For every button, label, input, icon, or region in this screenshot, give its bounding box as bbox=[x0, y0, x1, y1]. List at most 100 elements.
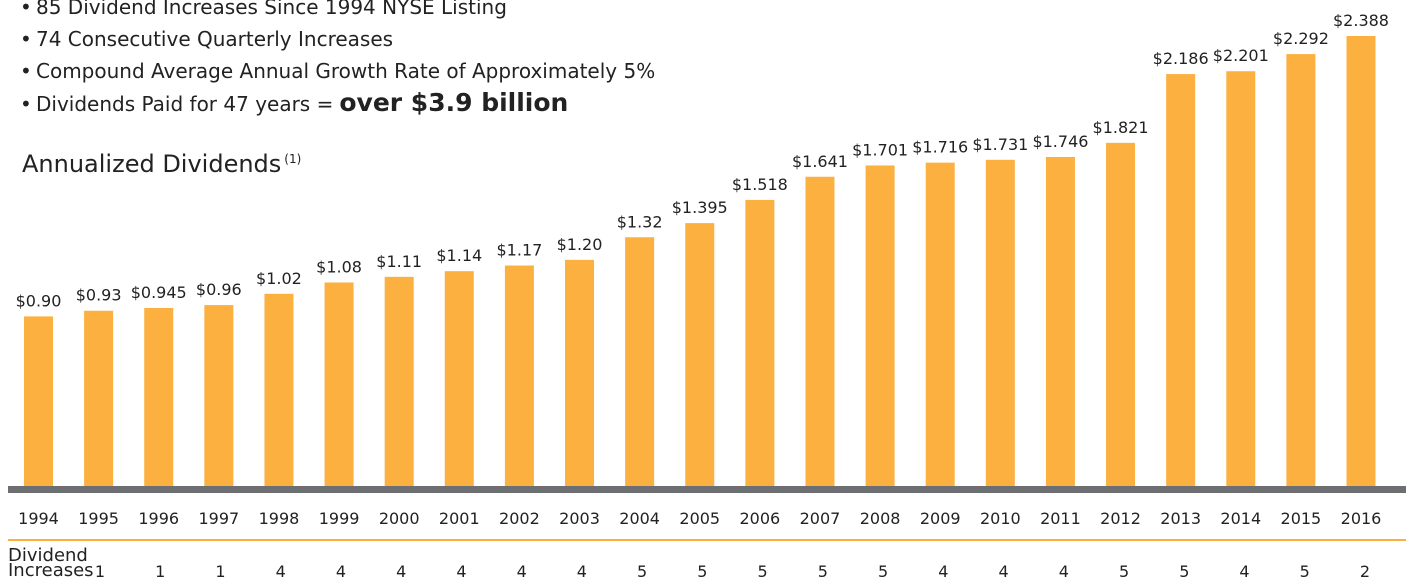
highlight-emphasis: over $3.9 billion bbox=[339, 88, 569, 117]
bar-2013 bbox=[1166, 74, 1196, 487]
bar-2016 bbox=[1346, 36, 1376, 486]
increase-count: 4 bbox=[1059, 562, 1069, 581]
value-label-2000: $1.11 bbox=[376, 252, 422, 271]
value-label-2015: $2.292 bbox=[1273, 29, 1329, 48]
value-label-1996: $0.945 bbox=[131, 283, 187, 302]
value-label-2003: $1.20 bbox=[557, 235, 603, 254]
increase-count: 4 bbox=[577, 562, 587, 581]
x-tick-label-2000: 2000 bbox=[379, 509, 420, 528]
highlight-text: 85 Dividend Increases Since 1994 NYSE Li… bbox=[36, 0, 507, 19]
increases-header-line1: Dividend bbox=[8, 545, 88, 566]
value-label-1995: $0.93 bbox=[76, 286, 122, 305]
value-label-1999: $1.08 bbox=[316, 257, 362, 276]
highlight-text: Compound Average Annual Growth Rate of A… bbox=[36, 59, 656, 83]
increase-count: 4 bbox=[276, 562, 286, 581]
value-label-2005: $1.395 bbox=[672, 198, 728, 217]
chart-title-footnote: (1) bbox=[284, 152, 302, 166]
value-label-2008: $1.701 bbox=[852, 140, 908, 159]
bar-2009 bbox=[925, 162, 955, 486]
bar-2000 bbox=[384, 276, 414, 486]
increase-count: 4 bbox=[938, 562, 948, 581]
x-tick-label-2016: 2016 bbox=[1341, 509, 1382, 528]
highlight-item: • Compound Average Annual Growth Rate of … bbox=[20, 59, 656, 83]
bar-2001 bbox=[444, 271, 474, 486]
bar-2008 bbox=[865, 165, 895, 487]
chart-title-text: Annualized Dividends bbox=[22, 150, 282, 178]
bar-2011 bbox=[1045, 156, 1075, 486]
bar-2005 bbox=[685, 223, 715, 486]
value-label-2012: $1.821 bbox=[1093, 118, 1149, 137]
x-axis-line bbox=[8, 486, 1406, 493]
value-label-2007: $1.641 bbox=[792, 152, 848, 171]
x-tick-label-2014: 2014 bbox=[1220, 509, 1261, 528]
value-label-2011: $1.746 bbox=[1032, 132, 1088, 151]
increase-count: 5 bbox=[758, 562, 768, 581]
bar-1995 bbox=[84, 310, 114, 486]
increase-count: 4 bbox=[456, 562, 466, 581]
increases-separator-line bbox=[8, 539, 1406, 541]
x-tick-label-2012: 2012 bbox=[1100, 509, 1141, 528]
x-tick-label-2015: 2015 bbox=[1281, 509, 1322, 528]
increases-header-line2: Increases bbox=[8, 560, 94, 581]
x-tick-label-1998: 1998 bbox=[259, 509, 300, 528]
bar-1999 bbox=[324, 282, 354, 486]
bar-1996 bbox=[144, 307, 174, 486]
increase-count: 1 bbox=[155, 562, 165, 581]
bar-2003 bbox=[565, 259, 595, 486]
bar-2015 bbox=[1286, 54, 1316, 486]
bars-group: $0.90 1994 $0.93 1995 $0.945 1996 $0.96 1997 $1.… bbox=[16, 11, 1389, 581]
x-tick-label-2007: 2007 bbox=[800, 509, 841, 528]
value-label-1994: $0.90 bbox=[16, 291, 62, 310]
highlight-item: • 74 Consecutive Quarterly Increases bbox=[20, 27, 394, 51]
bar-2007 bbox=[805, 176, 835, 486]
bar-2014 bbox=[1226, 71, 1256, 486]
increase-count: 5 bbox=[1119, 562, 1129, 581]
x-tick-label-1997: 1997 bbox=[198, 509, 239, 528]
x-tick-label-2001: 2001 bbox=[439, 509, 480, 528]
x-tick-label-2013: 2013 bbox=[1160, 509, 1201, 528]
x-tick-label-2004: 2004 bbox=[619, 509, 660, 528]
increase-count: 4 bbox=[517, 562, 527, 581]
increase-count: 5 bbox=[697, 562, 707, 581]
bar-1998 bbox=[264, 293, 294, 486]
increase-count: 5 bbox=[878, 562, 888, 581]
x-tick-label-2009: 2009 bbox=[920, 509, 961, 528]
increase-count: 5 bbox=[1300, 562, 1310, 581]
x-tick-label-2002: 2002 bbox=[499, 509, 540, 528]
value-label-2013: $2.186 bbox=[1153, 49, 1209, 68]
x-tick-label-2006: 2006 bbox=[740, 509, 781, 528]
increase-count: 4 bbox=[998, 562, 1008, 581]
increase-count: 4 bbox=[1239, 562, 1249, 581]
increase-count: 1 bbox=[215, 562, 225, 581]
value-label-2001: $1.14 bbox=[436, 246, 482, 265]
bar-1997 bbox=[204, 305, 234, 486]
highlight-text: 74 Consecutive Quarterly Increases bbox=[36, 27, 394, 51]
x-tick-label-2011: 2011 bbox=[1040, 509, 1081, 528]
bar-2010 bbox=[985, 159, 1015, 487]
increase-count: 5 bbox=[818, 562, 828, 581]
bar-2002 bbox=[504, 265, 534, 486]
highlight-item: • Dividends Paid for 47 years = over $3.9 … bbox=[20, 88, 569, 117]
value-label-1998: $1.02 bbox=[256, 269, 302, 288]
value-label-2014: $2.201 bbox=[1213, 46, 1269, 65]
value-label-2006: $1.518 bbox=[732, 175, 788, 194]
value-label-2002: $1.17 bbox=[497, 241, 543, 260]
chart-title: Annualized Dividends (1) bbox=[22, 150, 301, 178]
value-label-2016: $2.388 bbox=[1333, 11, 1389, 30]
increase-count: 4 bbox=[336, 562, 346, 581]
increase-count: 2 bbox=[1360, 562, 1370, 581]
value-label-2009: $1.716 bbox=[912, 138, 968, 157]
x-tick-label-1999: 1999 bbox=[319, 509, 360, 528]
increases-row-header: Dividend Increases bbox=[8, 545, 94, 581]
x-tick-label-2003: 2003 bbox=[559, 509, 600, 528]
bar-2006 bbox=[745, 199, 775, 487]
bar-1994 bbox=[24, 316, 53, 486]
x-tick-label-2008: 2008 bbox=[860, 509, 901, 528]
bar-2004 bbox=[625, 237, 655, 486]
increase-count: 5 bbox=[1179, 562, 1189, 581]
x-tick-label-1994: 1994 bbox=[18, 509, 59, 528]
increase-count: 4 bbox=[396, 562, 406, 581]
highlights-list: • 85 Dividend Increases Since 1994 NYSE L… bbox=[20, 0, 655, 119]
highlight-text: Dividends Paid for 47 years = bbox=[36, 92, 334, 116]
